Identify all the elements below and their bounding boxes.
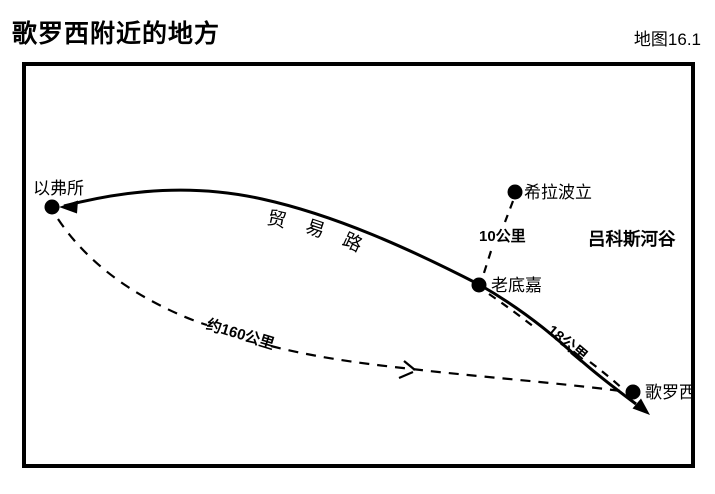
- city-label-laodicea: 老底嘉: [491, 276, 542, 295]
- dashed-route-direction-arrow: [398, 360, 416, 380]
- map-reference-number: 地图16.1: [633, 30, 701, 49]
- city-label-hierapolis: 希拉波立: [524, 183, 592, 202]
- trade-route-label-text: 贸易路线: [0, 0, 384, 265]
- trade-route-line: [63, 188, 637, 406]
- distance-label-18km: 18公里: [544, 322, 591, 365]
- map-frame: [22, 62, 695, 468]
- trade-route-label: 贸易路线: [0, 0, 364, 265]
- city-label-colossae: 歌罗西: [645, 383, 696, 402]
- route-arrowhead-southeast: [632, 398, 650, 415]
- city-dot-colossae: [625, 384, 641, 400]
- southern-dashed-route-east: [270, 344, 622, 393]
- region-label-lycus-valley: 吕科斯河谷: [588, 229, 676, 249]
- city-dot-laodicea: [471, 277, 487, 293]
- hierapolis-laodicea-dashed-line: [481, 200, 515, 277]
- route-arrowhead-west: [59, 200, 78, 214]
- southern-dashed-route-west: [57, 218, 208, 327]
- city-label-ephesus: 以弗所: [33, 179, 84, 198]
- laodicea-colossae-dashed-line-end: [589, 361, 624, 390]
- city-dot-ephesus: [44, 199, 60, 215]
- distance-label-160km: 约160公里: [204, 315, 276, 353]
- laodicea-colossae-dashed-line: [488, 293, 535, 328]
- page-title: 歌罗西附近的地方: [12, 20, 221, 48]
- distance-label-10km: 10公里: [479, 228, 526, 245]
- city-dot-hierapolis: [507, 184, 523, 200]
